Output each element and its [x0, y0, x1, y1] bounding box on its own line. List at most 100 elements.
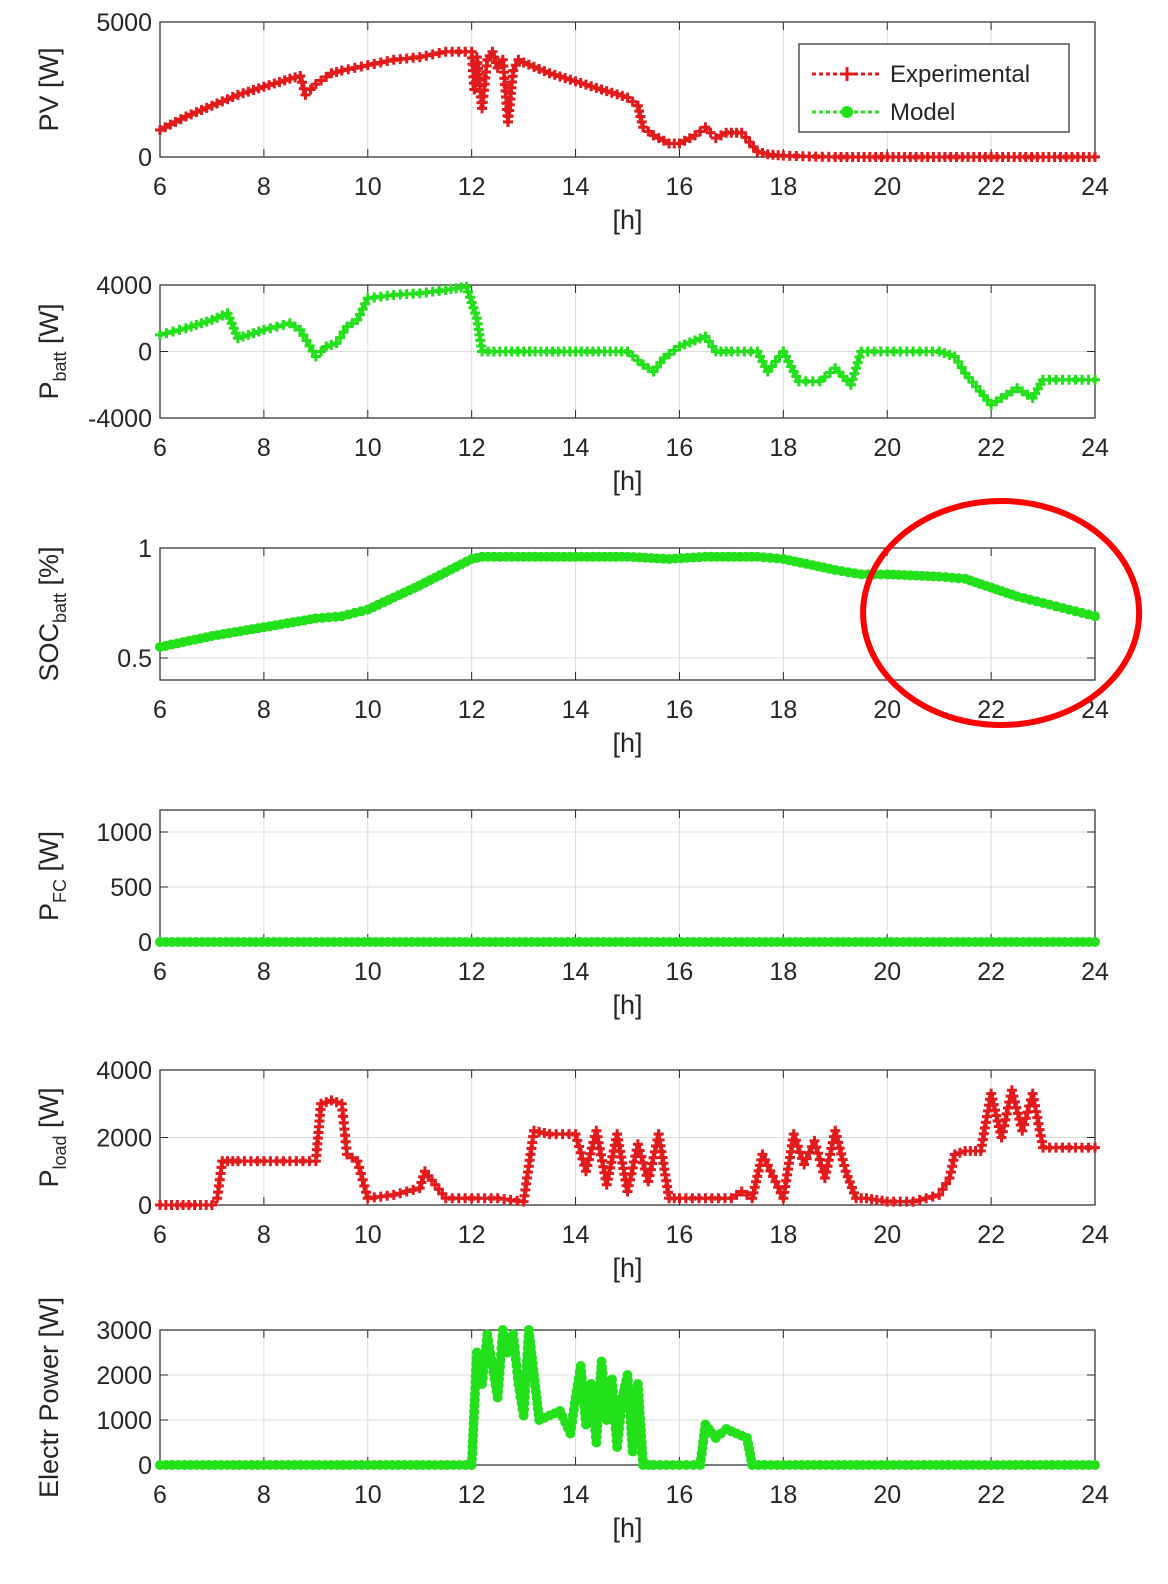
data-point	[681, 1460, 692, 1470]
data-point	[1006, 386, 1017, 397]
data-point	[1090, 1460, 1100, 1470]
data-point	[921, 1193, 932, 1204]
x-axis-label: [h]	[612, 728, 642, 758]
data-point	[560, 73, 571, 84]
data-point	[851, 363, 862, 374]
data-point	[238, 88, 249, 99]
data-point	[513, 54, 524, 65]
data-point	[534, 63, 545, 74]
x-tick-label: 24	[1081, 173, 1109, 201]
data-point	[736, 1186, 747, 1197]
data-point	[601, 86, 612, 97]
data-point	[264, 80, 275, 91]
data-point	[852, 357, 863, 368]
data-point	[212, 312, 223, 323]
x-axis-label: [h]	[612, 990, 642, 1020]
x-tick-label: 12	[458, 1221, 486, 1249]
data-point	[359, 1180, 370, 1191]
y-tick-label: 0.5	[117, 645, 152, 673]
data-point	[388, 1189, 399, 1200]
data-point	[565, 74, 576, 85]
data-point	[632, 355, 643, 366]
data-point	[570, 1129, 581, 1140]
data-point	[705, 127, 716, 138]
x-tick-label: 12	[458, 173, 486, 201]
data-point	[591, 82, 602, 93]
data-point	[934, 346, 945, 357]
data-point	[265, 323, 276, 334]
data-point	[956, 362, 967, 373]
data-point	[253, 326, 264, 337]
x-tick-label: 10	[354, 1481, 382, 1509]
series-model	[155, 281, 1100, 410]
data-point	[674, 138, 685, 149]
data-point	[357, 304, 368, 315]
x-tick-label: 6	[153, 958, 167, 986]
data-point	[360, 298, 371, 309]
data-point	[487, 46, 498, 57]
data-point	[937, 1184, 948, 1195]
legend-box	[798, 43, 1070, 133]
y-tick-label: 2000	[96, 1125, 152, 1153]
data-point	[762, 1160, 773, 1171]
data-point	[165, 119, 176, 130]
data-point	[684, 133, 695, 144]
x-tick-label: 18	[769, 1221, 797, 1249]
data-point	[679, 339, 690, 350]
data-point	[788, 1129, 799, 1140]
data-point	[1090, 152, 1100, 162]
data-point	[849, 368, 860, 379]
x-tick-label: 8	[257, 1221, 271, 1249]
data-point	[794, 1147, 805, 1158]
y-axis-label: PV [W]	[34, 47, 64, 131]
x-tick-label: 6	[153, 434, 167, 462]
data-point	[674, 341, 685, 352]
x-axis-label: [h]	[612, 205, 642, 235]
data-point	[688, 1460, 699, 1470]
data-point	[518, 57, 529, 68]
data-point	[186, 321, 197, 332]
data-point	[812, 1148, 823, 1159]
data-point	[790, 1135, 801, 1146]
data-point	[760, 1154, 771, 1165]
data-point	[466, 297, 477, 308]
x-tick-label: 12	[458, 434, 486, 462]
y-tick-label: 0	[138, 1452, 152, 1480]
data-point	[658, 135, 669, 146]
data-point	[544, 68, 555, 79]
legend: Experimental Model	[798, 43, 1070, 133]
data-point	[321, 1097, 332, 1108]
highlight-ellipse	[860, 498, 1143, 728]
x-tick-label: 14	[562, 434, 590, 462]
data-point	[316, 346, 327, 357]
data-point	[258, 324, 269, 335]
legend-label: Model	[890, 99, 955, 126]
data-point	[638, 359, 649, 370]
y-tick-label: 2000	[96, 1362, 152, 1390]
series-experimental	[155, 46, 1100, 162]
data-point	[201, 102, 212, 113]
data-point	[643, 126, 654, 137]
x-tick-label: 18	[769, 1481, 797, 1509]
x-tick-label: 24	[1081, 434, 1109, 462]
x-tick-label: 16	[666, 696, 694, 724]
data-point	[596, 84, 607, 95]
x-tick-label: 14	[562, 1481, 590, 1509]
data-point	[326, 1095, 337, 1106]
data-point	[175, 114, 186, 125]
subplot-3: 6 8 10 12 14 16 18 20 22 240.51[h]SOCbatt [%]	[34, 498, 1143, 758]
data-point	[767, 1171, 778, 1182]
data-point	[295, 324, 306, 335]
y-tick-label: -4000	[88, 405, 152, 433]
data-point	[914, 1194, 925, 1205]
x-axis-label: [h]	[612, 1513, 642, 1543]
data-point	[222, 94, 233, 105]
data-point	[1017, 386, 1028, 397]
data-point	[347, 318, 358, 329]
data-point	[554, 71, 565, 82]
data-point	[934, 1189, 945, 1200]
x-tick-label: 8	[257, 173, 271, 201]
data-point	[278, 319, 289, 330]
x-tick-label: 6	[153, 696, 167, 724]
y-axis-label: Electr Power [W]	[34, 1297, 64, 1498]
